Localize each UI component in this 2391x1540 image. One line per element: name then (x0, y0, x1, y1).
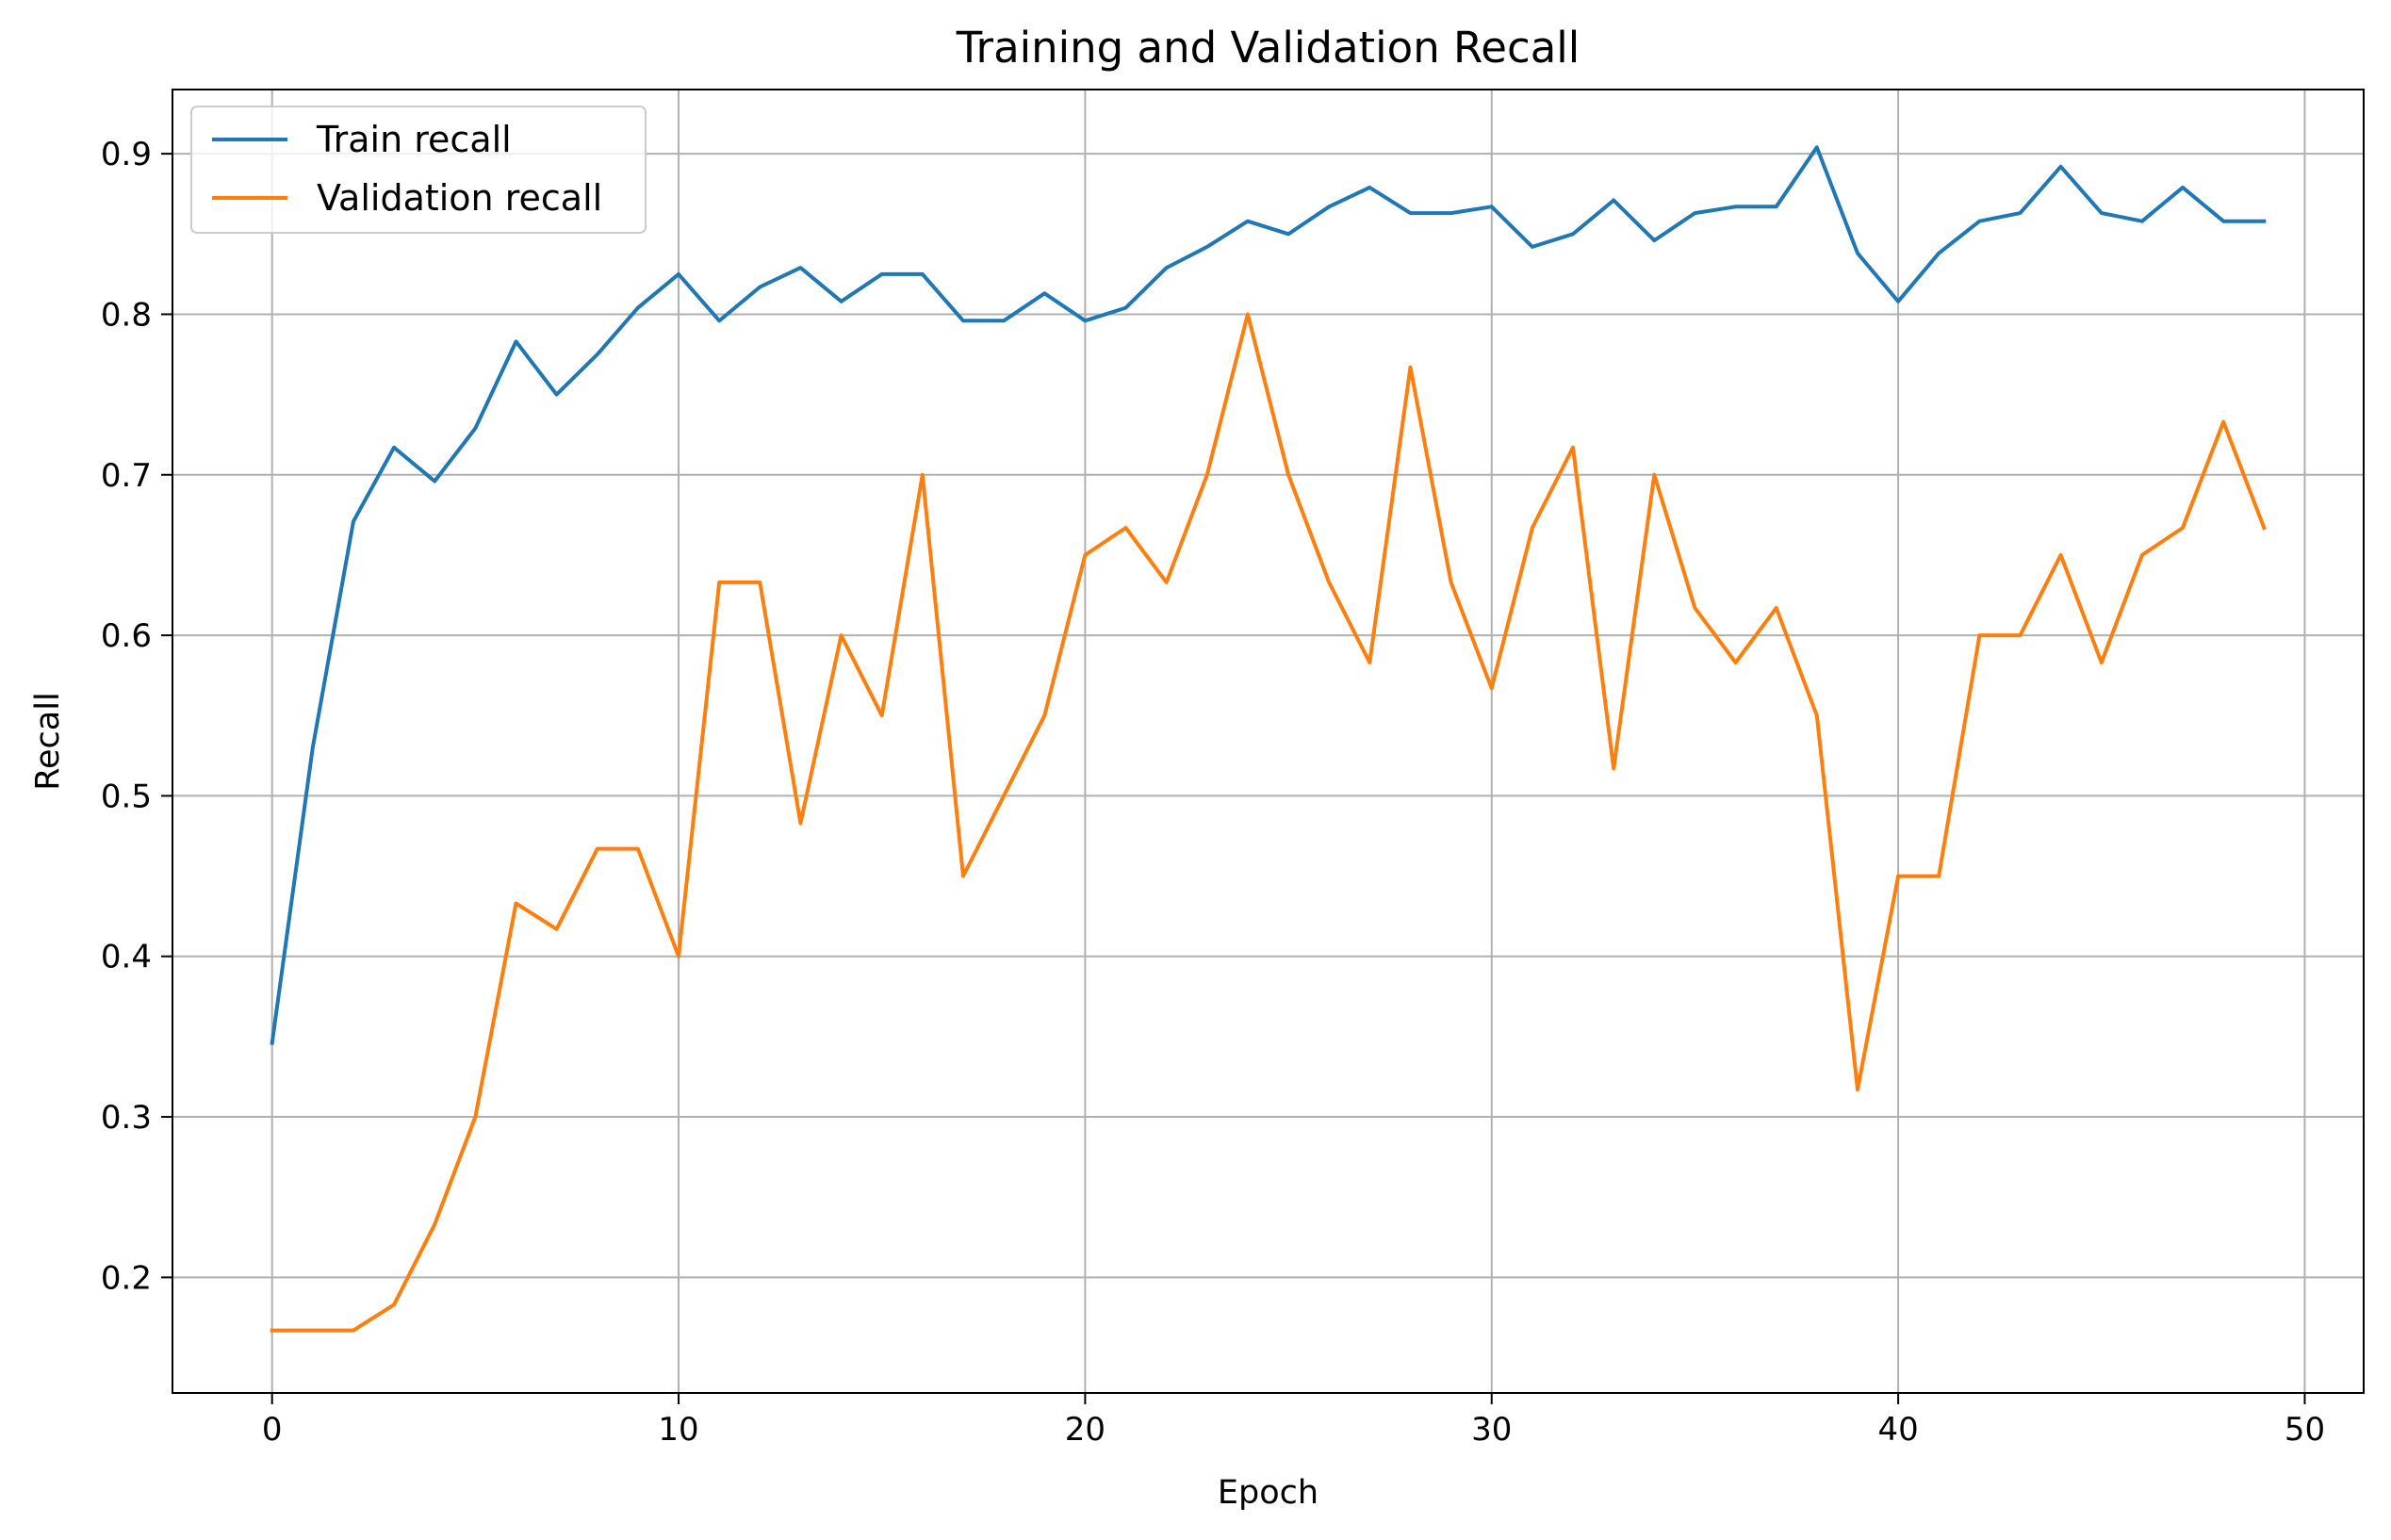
y-tick-label: 0.4 (101, 939, 152, 976)
chart-title: Training and Validation Recall (956, 23, 1580, 73)
y-tick-label: 0.2 (101, 1259, 152, 1297)
y-tick-label: 0.7 (101, 457, 152, 495)
series-line-train (270, 145, 2267, 1045)
legend-label-train: Train recall (316, 119, 512, 160)
x-tick-label: 30 (1471, 1411, 1512, 1449)
x-tick-label: 40 (1877, 1411, 1918, 1449)
x-tick-label: 10 (658, 1411, 698, 1449)
series-lines (270, 145, 2267, 1333)
legend-box (190, 106, 647, 234)
x-axis-label: Epoch (1218, 1474, 1318, 1512)
x-tick-label: 20 (1065, 1411, 1105, 1449)
y-tick-label: 0.8 (101, 296, 152, 334)
x-tick-label: 0 (262, 1411, 283, 1449)
y-tick-label: 0.9 (101, 136, 152, 173)
y-tick-label: 0.6 (101, 617, 152, 655)
legend-label-validation: Validation recall (317, 177, 602, 219)
axis-ticks: 0 10 20 30 40 50 0.2 0.3 0.4 0.5 0.6 0.7 0.8 0.9 (101, 136, 2325, 1449)
series-line-validation (270, 312, 2267, 1333)
y-axis-label: Recall (29, 692, 67, 790)
y-tick-label: 0.5 (101, 778, 152, 815)
x-tick-label: 50 (2285, 1411, 2325, 1449)
plot-area-frame (172, 89, 2365, 1394)
legend: Train recall Validation recall (190, 106, 647, 234)
y-tick-label: 0.3 (101, 1099, 152, 1137)
